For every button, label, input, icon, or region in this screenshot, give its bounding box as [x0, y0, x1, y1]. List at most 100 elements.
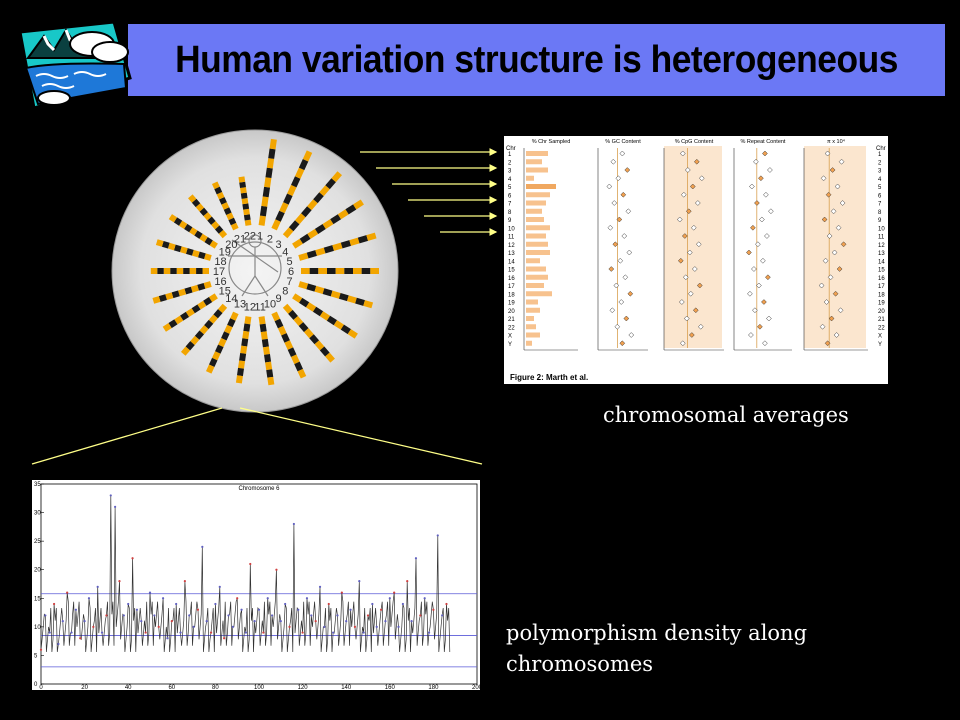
sampled-bar: [526, 332, 540, 338]
chromosome: [162, 293, 218, 332]
row-label: 15: [878, 268, 885, 274]
density-point: [148, 591, 152, 594]
ring-label: 18: [214, 256, 226, 268]
density-point: [253, 620, 256, 623]
ring-label: 1: [257, 230, 263, 242]
data-point: [762, 340, 768, 347]
density-point: [175, 602, 178, 606]
row-label: 3: [878, 169, 882, 175]
data-point: [764, 233, 770, 239]
density-point: [240, 608, 243, 611]
data-point: [694, 200, 701, 206]
data-point: [610, 158, 617, 165]
row-label: 18: [878, 292, 885, 298]
sampled-bar: [526, 151, 548, 156]
data-point: [614, 323, 621, 330]
data-point: [680, 191, 687, 198]
data-point: [609, 307, 616, 314]
data-point: [828, 315, 835, 322]
data-point: [690, 224, 697, 231]
row-header: Chr: [506, 146, 516, 152]
sampled-bar: [526, 324, 536, 330]
data-point: [625, 208, 632, 215]
figure2-panel-title: % CpG Content: [675, 139, 714, 145]
density-point: [362, 631, 365, 634]
ring-label: 17: [213, 266, 225, 278]
row-label: Y: [878, 342, 882, 348]
chromosome: [282, 303, 335, 363]
row-label: 2: [878, 160, 882, 166]
data-point: [616, 216, 623, 223]
title-bar: [128, 24, 945, 96]
density-point: [406, 580, 409, 583]
sampled-bar: [526, 316, 534, 321]
data-point: [751, 266, 757, 272]
data-point: [607, 224, 614, 231]
density-point: [340, 591, 343, 594]
ring-label: 12: [244, 302, 256, 314]
chromosome: [258, 138, 277, 226]
density-point: [223, 637, 226, 640]
density-point: [39, 648, 43, 651]
density-point: [427, 631, 431, 634]
sampled-bar: [526, 184, 556, 189]
y-tick-label: 15: [34, 596, 41, 602]
ring-label: 3: [276, 239, 282, 251]
sampled-bar: [526, 241, 548, 247]
density-point: [419, 614, 422, 617]
data-point: [608, 266, 615, 272]
row-label: 13: [878, 251, 885, 257]
chromosome: [258, 316, 275, 386]
sampled-bar: [526, 340, 532, 346]
row-label: 15: [508, 268, 515, 274]
density-point: [432, 608, 435, 611]
chromosome: [298, 232, 377, 261]
density-point: [375, 625, 378, 628]
ring-label: 6: [288, 266, 294, 278]
density-point: [323, 625, 326, 628]
density-point: [196, 608, 200, 611]
data-point: [686, 249, 693, 256]
data-point: [823, 299, 830, 305]
figure2-panel-title: % Chr Sampled: [532, 139, 571, 145]
data-point: [749, 183, 755, 190]
density-point: [297, 608, 300, 611]
sampled-bar: [526, 159, 542, 165]
row-label: 4: [508, 177, 512, 183]
ring-label: 13: [234, 299, 246, 311]
density-point: [218, 585, 221, 588]
data-point: [612, 241, 619, 248]
chromosome: [292, 199, 364, 249]
sampled-bar: [526, 200, 546, 206]
row-label: 5: [878, 185, 882, 191]
row-label: 20: [508, 309, 515, 315]
figure2-panel-title: % Repeat Content: [741, 139, 786, 145]
density-point: [179, 631, 182, 634]
row-label: 19: [508, 301, 515, 307]
data-point: [827, 274, 834, 281]
row-header: Chr: [876, 146, 886, 152]
density-point: [231, 625, 234, 628]
y-tick-label: 10: [34, 625, 41, 631]
density-point: [423, 597, 426, 600]
row-label: 18: [508, 292, 515, 298]
row-label: 8: [878, 210, 882, 216]
data-point: [688, 332, 695, 338]
density-point: [301, 631, 304, 634]
density-point: [109, 494, 112, 497]
data-point: [679, 150, 686, 157]
ring-label: 9: [276, 293, 282, 305]
slide-title: Human variation structure is heterogeneo…: [175, 39, 898, 81]
row-label: 19: [878, 301, 885, 307]
chromosome: [271, 311, 307, 379]
density-point: [353, 625, 357, 628]
row-label: X: [878, 334, 882, 340]
chromosome: [188, 194, 228, 239]
data-point: [620, 191, 627, 198]
density-point: [275, 568, 278, 571]
data-point: [830, 208, 837, 215]
data-point: [623, 315, 630, 322]
density-point: [114, 505, 117, 508]
row-label: 10: [878, 226, 885, 232]
data-point: [618, 299, 625, 305]
